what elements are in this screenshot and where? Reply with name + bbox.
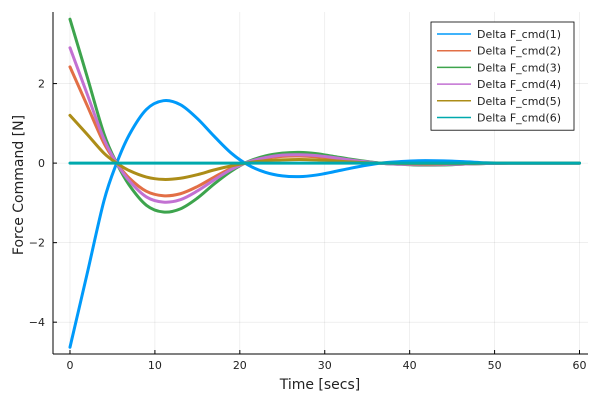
y-tick-label: 0 (38, 157, 45, 170)
series-lines (68, 17, 582, 349)
legend-entry: Delta F_cmd(6) (477, 112, 561, 125)
y-axis-label: Force Command [N] (11, 115, 27, 255)
x-axis-label: Time [secs] (279, 377, 361, 393)
y-tick-label: 2 (38, 78, 45, 91)
x-tick-label: 20 (233, 359, 247, 372)
x-tick-label: 60 (573, 359, 587, 372)
x-tick-label: 0 (66, 359, 73, 372)
y-tick-label: −2 (29, 237, 45, 250)
legend-entry: Delta F_cmd(2) (477, 45, 561, 58)
series-line (68, 99, 582, 349)
axes: 0 10 20 30 40 50 60 −4 −2 0 2 (29, 12, 588, 372)
x-tick-label: 50 (488, 359, 502, 372)
legend-entry: Delta F_cmd(3) (477, 61, 561, 74)
legend-box (430, 21, 575, 131)
legend: Delta F_cmd(1) Delta F_cmd(2) Delta F_cmd(… (430, 21, 575, 131)
y-tick-label: −4 (29, 316, 45, 329)
x-tick-label: 40 (403, 359, 417, 372)
legend-entry: Delta F_cmd(1) (477, 28, 561, 41)
x-tick-label: 30 (318, 359, 332, 372)
x-tick-label: 10 (148, 359, 162, 372)
legend-entry: Delta F_cmd(4) (477, 78, 561, 91)
legend-entry: Delta F_cmd(5) (477, 95, 561, 108)
